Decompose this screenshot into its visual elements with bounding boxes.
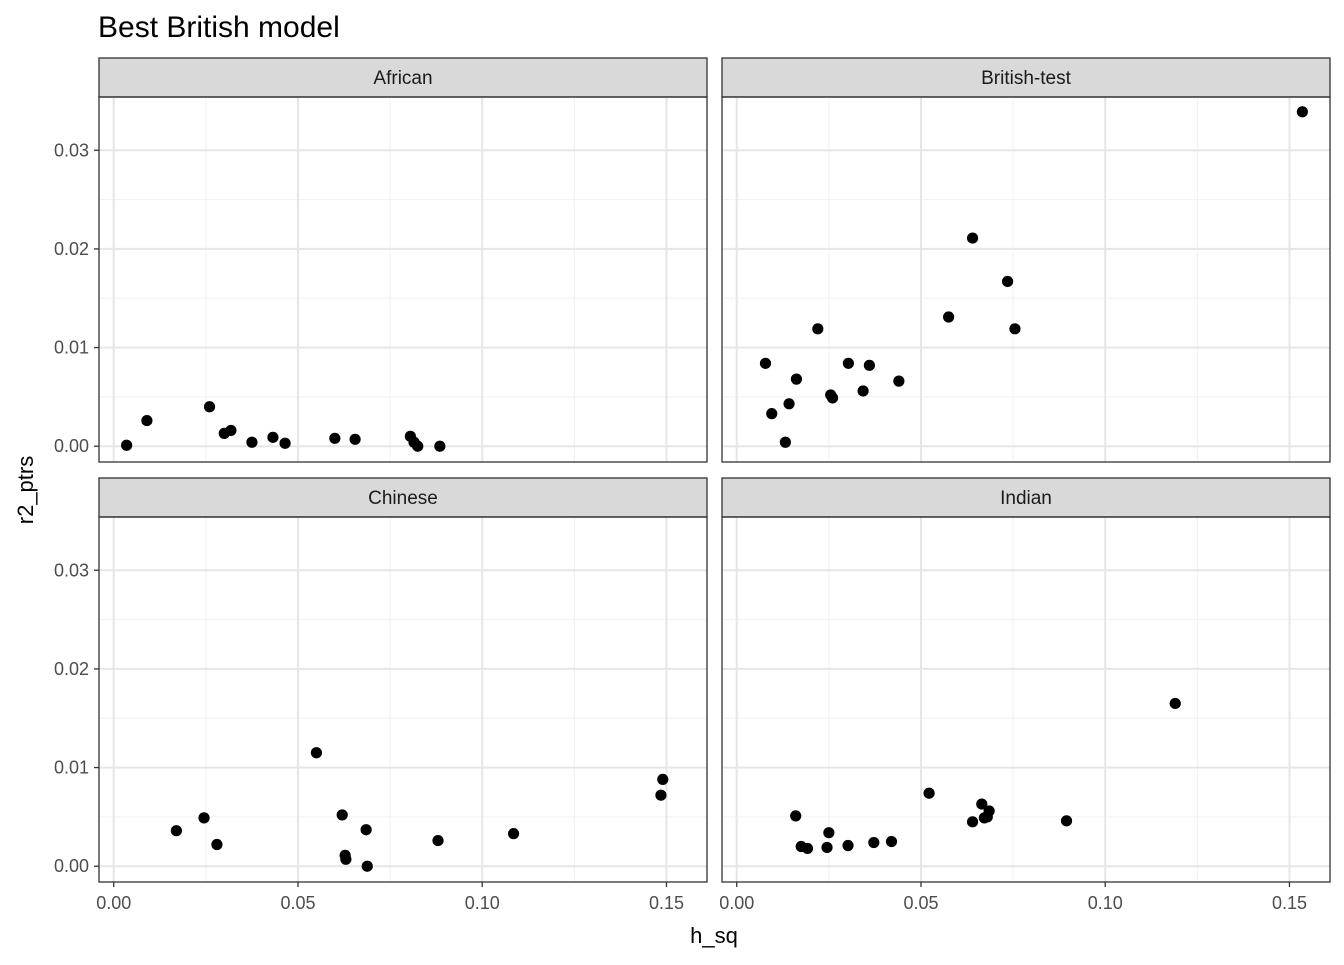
data-point	[141, 414, 153, 427]
y-tick-label: 0.02	[54, 659, 89, 679]
y-tick-label: 0.03	[54, 560, 89, 580]
data-point	[821, 841, 833, 854]
data-point	[893, 375, 905, 387]
data-point	[170, 825, 182, 837]
data-point	[507, 828, 520, 840]
data-point	[310, 747, 323, 759]
data-point	[279, 437, 291, 449]
y-tick-label: 0.00	[54, 436, 89, 456]
facet-panel-indian: Indian 0.00 0.05 0.10 0.15	[719, 477, 1331, 913]
data-point	[412, 440, 424, 452]
facets: African 0.00 0.01 0.02 0.03 British-test Chine…	[54, 57, 1331, 913]
data-point	[801, 842, 814, 855]
data-point	[121, 439, 133, 451]
data-point	[361, 860, 373, 872]
y-tick-label: 0.02	[54, 239, 89, 259]
panel-background	[99, 97, 707, 462]
x-tick-label: 0.05	[280, 893, 315, 913]
y-axis-title: r2_ptrs	[13, 456, 38, 524]
x-axis-title: h_sq	[690, 923, 738, 948]
data-point	[1009, 323, 1021, 335]
y-tick-label: 0.01	[54, 758, 89, 778]
facet-strip-label: British-test	[981, 68, 1071, 89]
facet-panel-african: African 0.00 0.01 0.02 0.03	[54, 57, 708, 463]
x-tick-label: 0.00	[96, 893, 131, 913]
data-point	[823, 827, 835, 839]
x-tick-label: 0.10	[465, 893, 500, 913]
data-point	[1060, 815, 1073, 827]
facet-panel-british-test: British-test	[721, 57, 1331, 463]
data-point	[868, 836, 880, 849]
data-point	[203, 401, 216, 413]
data-point	[842, 357, 854, 369]
data-point	[863, 359, 875, 371]
data-point	[1296, 106, 1308, 118]
data-point	[198, 812, 210, 824]
data-point	[857, 385, 869, 397]
facet-strip	[98, 57, 708, 98]
data-point	[812, 323, 824, 335]
data-point	[360, 824, 372, 836]
facet-strip-label: Chinese	[368, 488, 438, 509]
panel-background	[722, 517, 1330, 882]
data-point	[211, 838, 223, 851]
data-point	[1169, 697, 1181, 710]
data-point	[349, 433, 361, 445]
facet-strip-label: Indian	[1000, 488, 1052, 509]
data-point	[976, 798, 988, 810]
y-tick-label: 0.00	[54, 856, 89, 876]
y-tick-label: 0.01	[54, 338, 89, 358]
data-point	[225, 424, 237, 437]
panel-border	[721, 516, 1331, 883]
data-point	[783, 398, 795, 410]
facet-strip	[721, 477, 1331, 518]
x-tick-label: 0.15	[649, 893, 684, 913]
data-point	[790, 373, 803, 385]
facet-strip-label: African	[373, 68, 432, 89]
data-point	[1001, 275, 1014, 288]
data-point	[842, 839, 854, 852]
data-point	[340, 853, 352, 865]
x-tick-label: 0.10	[1088, 893, 1123, 913]
data-point	[983, 805, 995, 817]
data-point	[966, 232, 979, 244]
panel-border	[721, 96, 1331, 463]
data-point	[766, 408, 778, 420]
data-point	[432, 834, 444, 847]
data-point	[657, 773, 669, 786]
data-point	[329, 432, 341, 444]
data-point	[826, 392, 839, 404]
y-tick-label: 0.03	[54, 140, 89, 160]
data-point	[943, 311, 955, 323]
data-point	[336, 809, 348, 821]
data-point	[923, 787, 935, 799]
panel-border	[98, 96, 708, 463]
data-point	[885, 835, 898, 848]
data-point	[966, 816, 979, 828]
panel-background	[722, 97, 1330, 462]
data-point	[759, 357, 772, 369]
data-point	[267, 431, 279, 443]
x-tick-label: 0.05	[903, 893, 938, 913]
x-tick-label: 0.00	[719, 893, 754, 913]
chart-title: Best British model	[98, 11, 340, 44]
panel-border	[98, 516, 708, 883]
x-tick-label: 0.15	[1272, 893, 1307, 913]
data-point	[246, 436, 258, 448]
data-point	[655, 789, 667, 801]
data-point	[779, 436, 791, 448]
data-point	[790, 810, 802, 822]
panel-background	[99, 517, 707, 882]
data-point	[434, 440, 446, 452]
facet-panel-chinese: Chinese 0.00 0.01 0.02 0.03 0.00 0.05 0.10 0.15	[54, 477, 708, 913]
